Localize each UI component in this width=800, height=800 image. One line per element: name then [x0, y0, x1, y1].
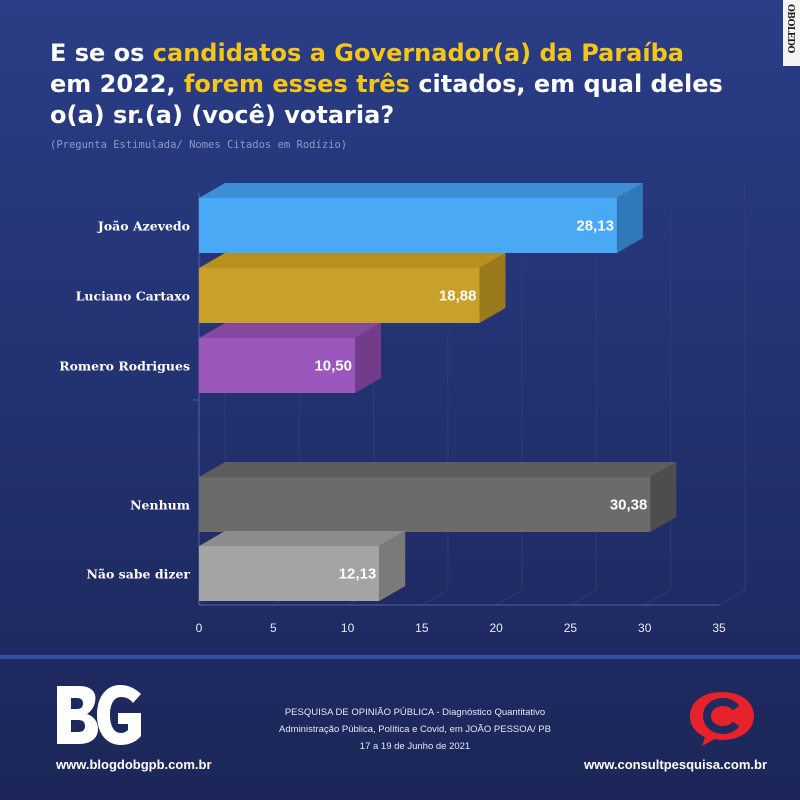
- title-line-2: em 2022, forem esses três citados, em qu…: [50, 69, 740, 100]
- bar-value-label: 10,50: [314, 358, 352, 375]
- bar-top-face: [199, 462, 677, 477]
- title-line-3: o(a) sr.(a) (você) votaria?: [50, 101, 395, 129]
- survey-info-line: PESQUISA DE OPINIÃO PÚBLICA - Diagnóstic…: [284, 707, 546, 718]
- x-tick-label: 30: [638, 621, 652, 635]
- consult-speech-bubble-icon: [690, 692, 754, 746]
- floor-grid-line: [718, 589, 746, 606]
- bar: [199, 546, 380, 601]
- title-highlight: candidatos a Governador(a) da Paraíba: [152, 39, 684, 67]
- x-tick-label: 0: [196, 621, 203, 635]
- bar-top-face: [199, 323, 381, 338]
- floor-grid-line: [644, 589, 671, 606]
- survey-info-line: Administração Pública, Política e Covid,…: [279, 724, 551, 735]
- bar-value-label: 28,13: [576, 218, 614, 235]
- footer-divider: [0, 655, 800, 659]
- x-tick-label: 20: [489, 621, 503, 635]
- bar: [199, 338, 355, 393]
- title-line-1: E se os candidatos a Governador(a) da Pa…: [50, 38, 740, 69]
- bar: [199, 477, 651, 532]
- floor-grid-line: [421, 589, 449, 606]
- bg-logo-icon: [57, 685, 141, 745]
- bar-value-label: 30,38: [610, 497, 648, 514]
- survey-date: 17 a 19 de Junho de 2021: [359, 741, 471, 752]
- chart-subtitle: (Pregunta Estimulada/ Nomes Citados em R…: [50, 139, 348, 151]
- title-text: citados, em qual deles: [409, 70, 723, 98]
- bar-value-label: 18,88: [439, 288, 477, 305]
- bar-value-label: 12,13: [339, 566, 377, 583]
- bar-chart: 28,13 João Azevedo 18,88 Luciano Cartaxo 10,…: [59, 183, 746, 635]
- category-label: João Azevedo: [97, 219, 190, 234]
- bar-side-face: [355, 323, 381, 393]
- bar-side-face: [479, 253, 506, 323]
- bar-top-face: [199, 183, 643, 198]
- category-label: Não sabe dizer: [86, 567, 190, 582]
- x-tick-label: 15: [415, 621, 429, 635]
- chart-title: E se os candidatos a Governador(a) da Pa…: [50, 38, 740, 131]
- bar-side-face: [616, 183, 643, 253]
- floor-grid-line: [495, 589, 523, 606]
- x-tick-label: 10: [341, 621, 355, 635]
- corner-watermark-logo: OBOLEDO: [783, 0, 800, 66]
- bar: [199, 268, 480, 323]
- blog-url: www.blogdobgpb.com.br: [56, 757, 212, 772]
- bar-top-face: [199, 531, 406, 546]
- x-tick-label: 25: [564, 621, 578, 635]
- category-label: Romero Rodrigues: [59, 359, 190, 374]
- floor-grid-line: [570, 589, 597, 606]
- bar-side-face: [379, 531, 406, 601]
- bar: [199, 198, 617, 253]
- consult-url: www.consultpesquisa.com.br: [584, 757, 767, 772]
- bar-top-face: [199, 253, 506, 268]
- x-tick-label: 35: [712, 621, 726, 635]
- corner-logo-text: OBOLEDO: [785, 4, 795, 53]
- category-label: Nenhum: [130, 498, 190, 513]
- category-label: Luciano Cartaxo: [76, 289, 190, 304]
- title-text: em 2022,: [50, 70, 184, 98]
- survey-info: PESQUISA DE OPINIÃO PÚBLICA - Diagnóstic…: [230, 704, 600, 755]
- title-highlight: forem esses três: [183, 70, 410, 98]
- x-tick-label: 5: [270, 621, 277, 635]
- title-text: E se os: [50, 39, 153, 67]
- bar-side-face: [650, 462, 677, 532]
